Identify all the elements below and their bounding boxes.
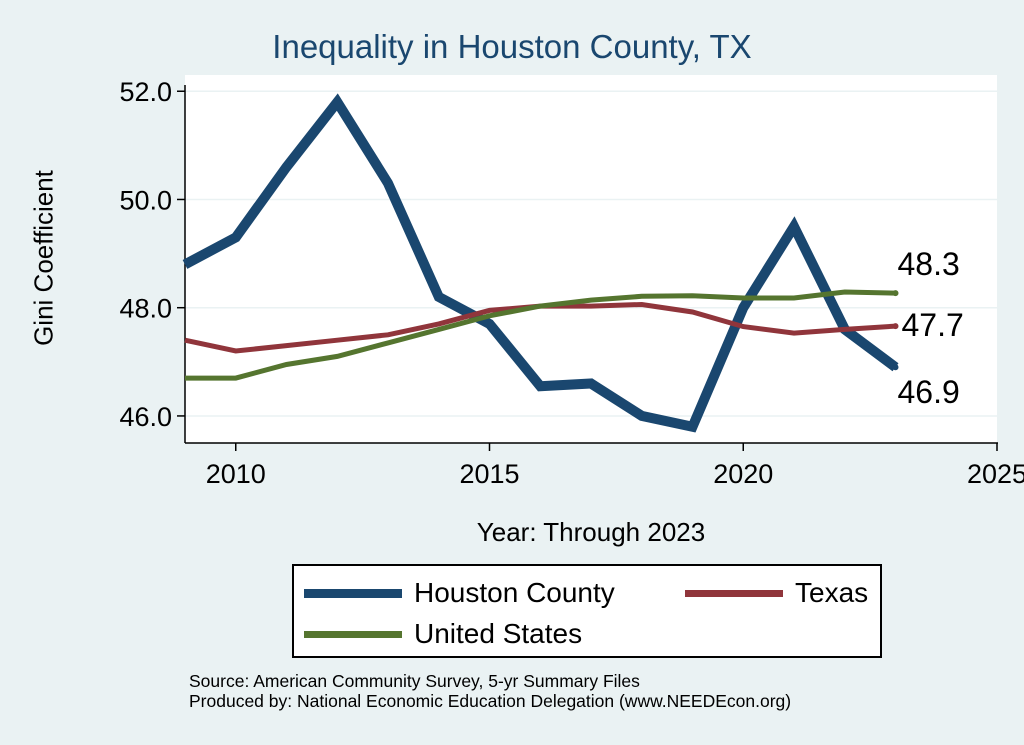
legend-swatch-houston-county bbox=[304, 588, 402, 598]
data-label-end: 47.7 bbox=[902, 307, 964, 343]
x-tick-label: 2020 bbox=[713, 459, 773, 489]
series-line-houston-county bbox=[182, 93, 899, 433]
legend-swatch-united-states bbox=[304, 630, 402, 638]
legend-item-texas: Texas bbox=[685, 577, 868, 609]
legend-label-houston-county: Houston County bbox=[414, 577, 615, 608]
x-tick-label: 2025 bbox=[967, 459, 1024, 489]
legend-item-houston-county: Houston County bbox=[304, 577, 615, 609]
series-end-point bbox=[892, 323, 899, 330]
y-tick-label: 48.0 bbox=[119, 294, 172, 324]
y-axis-label: Gini Coefficient bbox=[28, 170, 59, 346]
y-tick-label: 52.0 bbox=[119, 77, 172, 107]
chart-title: Inequality in Houston County, TX bbox=[272, 28, 752, 65]
produced-by-line: Produced by: National Economic Education… bbox=[189, 691, 792, 711]
data-label-end: 48.3 bbox=[898, 246, 960, 282]
x-tick-label: 2015 bbox=[459, 459, 519, 489]
legend-label-united-states: United States bbox=[414, 618, 583, 649]
series-end-point bbox=[892, 290, 899, 297]
data-label-end: 46.9 bbox=[898, 374, 960, 410]
series-line-united-states bbox=[185, 289, 896, 381]
source-note: Source: American Community Survey, 5-yr … bbox=[189, 671, 791, 711]
x-axis-label: Year: Through 2023 bbox=[476, 517, 706, 547]
y-tick-label: 50.0 bbox=[119, 185, 172, 215]
series-end-point bbox=[892, 364, 899, 371]
legend: Houston County Texas United States bbox=[292, 564, 882, 658]
source-line: Source: American Community Survey, 5-yr … bbox=[189, 671, 640, 691]
legend-label-texas: Texas bbox=[795, 577, 869, 608]
legend-swatch-texas bbox=[685, 589, 783, 597]
y-tick-label: 46.0 bbox=[119, 402, 172, 432]
x-tick-label: 2010 bbox=[206, 459, 266, 489]
legend-item-united-states: United States bbox=[304, 618, 582, 650]
